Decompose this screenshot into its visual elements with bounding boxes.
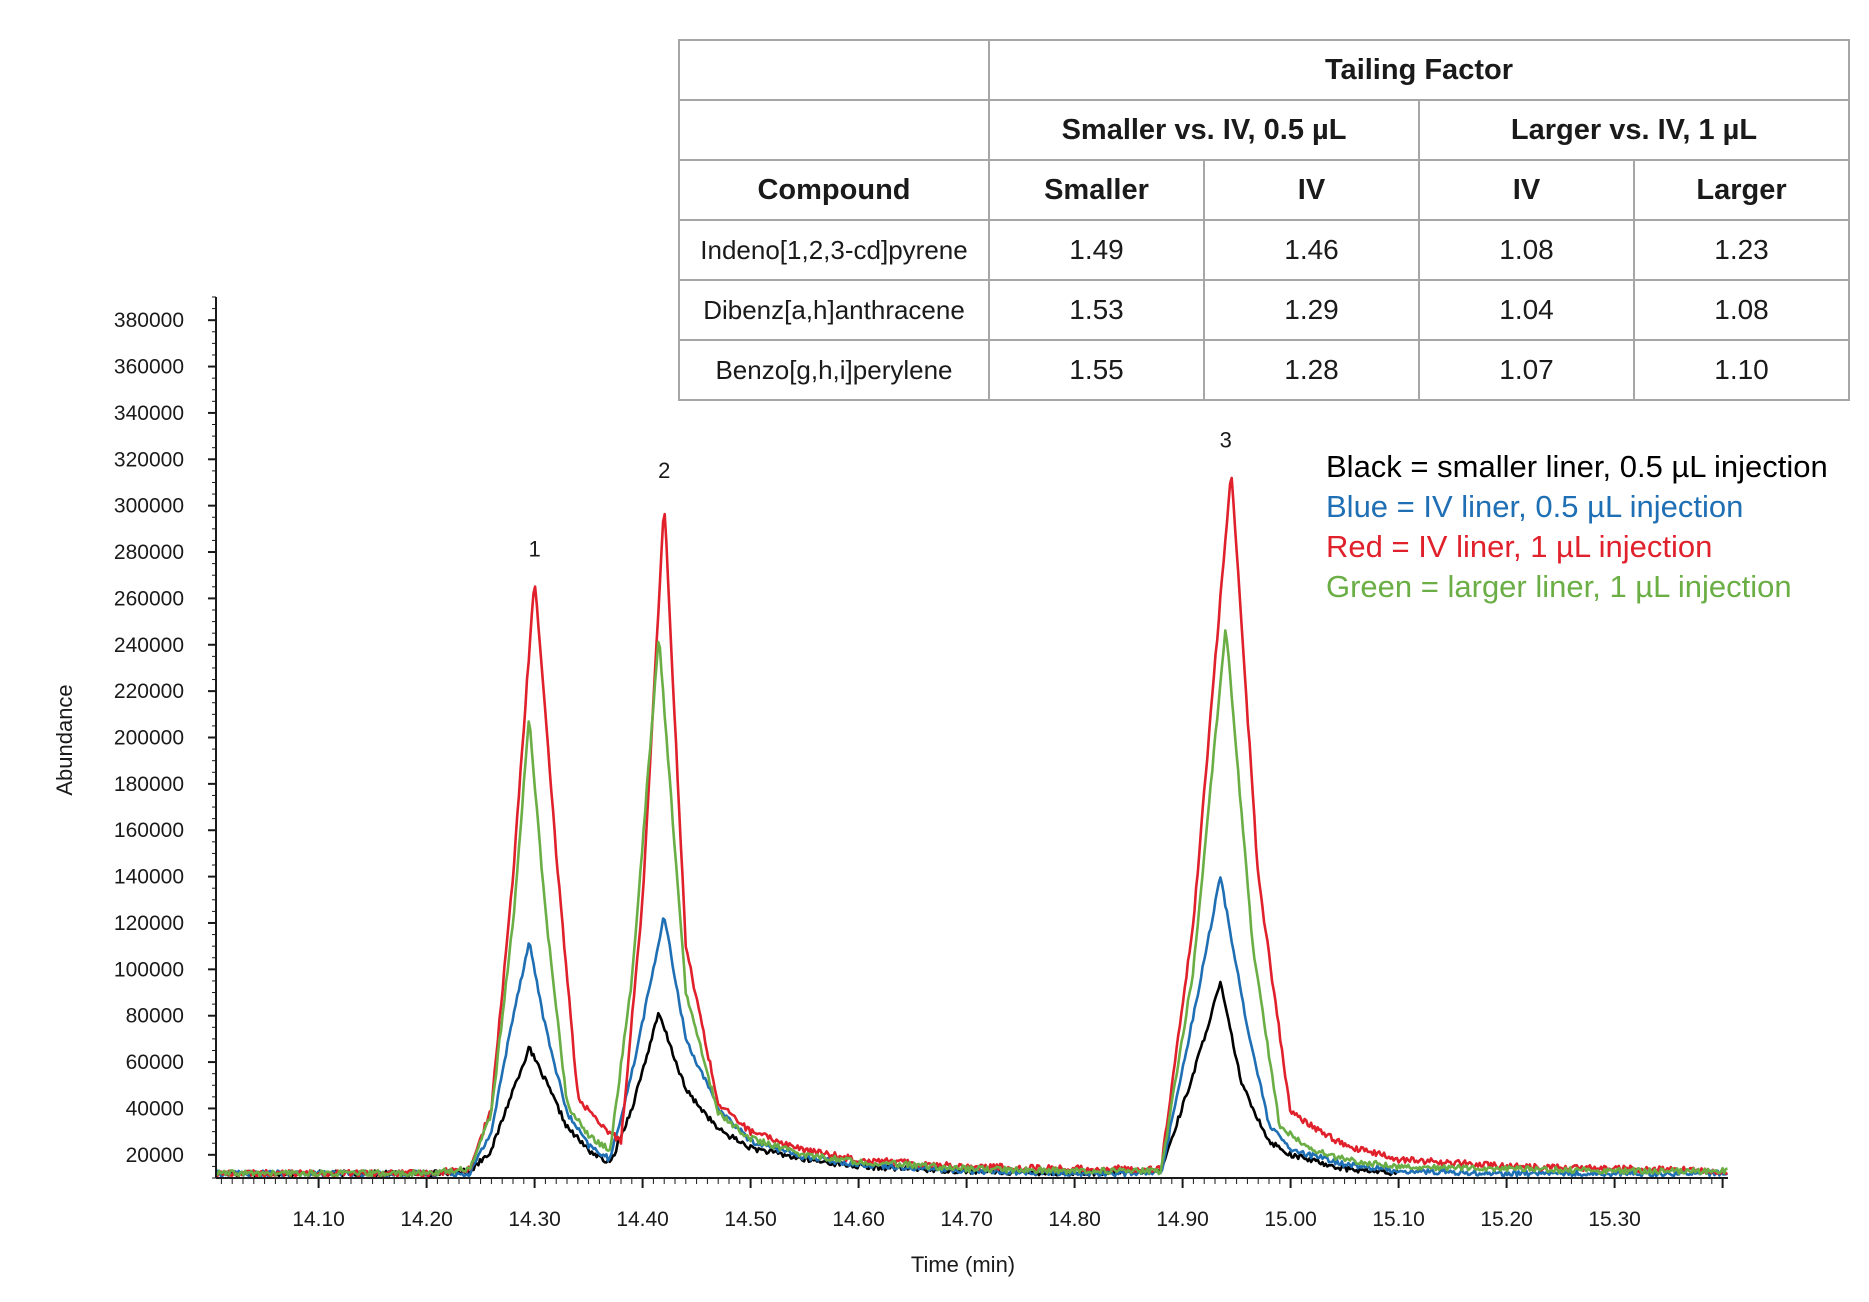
table-header-row-2: Smaller vs. IV, 0.5 µL Larger vs. IV, 1 … bbox=[678, 99, 1850, 161]
column-header: Smaller bbox=[988, 159, 1205, 221]
y-tick-label: 300000 bbox=[114, 495, 184, 518]
column-header: IV bbox=[1203, 159, 1420, 221]
y-tick-label: 20000 bbox=[126, 1144, 184, 1167]
peak-label: 2 bbox=[658, 458, 670, 483]
value-cell: 1.04 bbox=[1418, 279, 1635, 341]
value-cell: 1.23 bbox=[1633, 219, 1850, 281]
table-header-row-3: Compound Smaller IV IV Larger bbox=[678, 159, 1850, 221]
column-header: Larger bbox=[1633, 159, 1850, 221]
subgroup-header: Larger vs. IV, 1 µL bbox=[1418, 99, 1850, 161]
series-line bbox=[214, 980, 1400, 1178]
y-tick-label: 240000 bbox=[114, 634, 184, 657]
legend-entry: Green = larger liner, 1 µL injection bbox=[1326, 569, 1792, 604]
x-tick-label: 14.80 bbox=[1048, 1208, 1101, 1231]
y-tick-label: 100000 bbox=[114, 958, 184, 981]
value-cell: 1.10 bbox=[1633, 339, 1850, 401]
column-header: IV bbox=[1418, 159, 1635, 221]
table-row: Indeno[1,2,3-cd]pyrene 1.49 1.46 1.08 1.… bbox=[678, 219, 1850, 281]
peak-label: 3 bbox=[1220, 428, 1232, 453]
y-tick-label: 180000 bbox=[114, 773, 184, 796]
x-tick-label: 14.10 bbox=[292, 1208, 345, 1231]
x-tick-label: 14.20 bbox=[400, 1208, 453, 1231]
value-cell: 1.55 bbox=[988, 339, 1205, 401]
x-tick-label: 14.70 bbox=[940, 1208, 993, 1231]
subgroup-header: Smaller vs. IV, 0.5 µL bbox=[988, 99, 1420, 161]
x-tick-label: 14.40 bbox=[616, 1208, 669, 1231]
legend-entry: Red = IV liner, 1 µL injection bbox=[1326, 529, 1712, 564]
value-cell: 1.28 bbox=[1203, 339, 1420, 401]
y-tick-label: 120000 bbox=[114, 912, 184, 935]
legend-entry: Blue = IV liner, 0.5 µL injection bbox=[1326, 489, 1743, 524]
table-header-row-1: Tailing Factor bbox=[678, 39, 1850, 101]
value-cell: 1.08 bbox=[1418, 219, 1635, 281]
value-cell: 1.46 bbox=[1203, 219, 1420, 281]
y-axis-title: Abundance bbox=[52, 684, 77, 795]
x-tick-label: 14.60 bbox=[832, 1208, 885, 1231]
x-tick-label: 15.30 bbox=[1588, 1208, 1641, 1231]
y-tick-label: 60000 bbox=[126, 1051, 184, 1074]
peak-label: 1 bbox=[528, 537, 540, 562]
series-line bbox=[215, 629, 1728, 1178]
tailing-factor-table: Tailing Factor Smaller vs. IV, 0.5 µL La… bbox=[678, 39, 1850, 401]
value-cell: 1.29 bbox=[1203, 279, 1420, 341]
y-tick-label: 140000 bbox=[114, 866, 184, 889]
x-tick-label: 14.50 bbox=[724, 1208, 777, 1231]
value-cell: 1.07 bbox=[1418, 339, 1635, 401]
x-tick-label: 14.90 bbox=[1156, 1208, 1209, 1231]
table-row: Dibenz[a,h]anthracene 1.53 1.29 1.04 1.0… bbox=[678, 279, 1850, 341]
x-tick-label: 15.00 bbox=[1264, 1208, 1317, 1231]
table-corner-cell bbox=[678, 99, 990, 161]
table-row: Benzo[g,h,i]perylene 1.55 1.28 1.07 1.10 bbox=[678, 339, 1850, 401]
group-header: Tailing Factor bbox=[988, 39, 1850, 101]
compound-cell: Indeno[1,2,3-cd]pyrene bbox=[678, 219, 990, 281]
y-tick-label: 160000 bbox=[114, 819, 184, 842]
y-tick-label: 220000 bbox=[114, 680, 184, 703]
y-tick-label: 260000 bbox=[114, 587, 184, 610]
column-header: Compound bbox=[678, 159, 990, 221]
compound-cell: Benzo[g,h,i]perylene bbox=[678, 339, 990, 401]
x-ticks: 14.10 14.20 14.30 14.40 14.50 14.60 14.70 14.80… bbox=[220, 1178, 1724, 1231]
x-tick-label: 15.10 bbox=[1372, 1208, 1425, 1231]
series-line bbox=[214, 876, 1728, 1178]
value-cell: 1.49 bbox=[988, 219, 1205, 281]
table-corner-cell bbox=[678, 39, 990, 101]
y-tick-label: 280000 bbox=[114, 541, 184, 564]
y-tick-label: 80000 bbox=[126, 1005, 184, 1028]
legend-entry: Black = smaller liner, 0.5 µL injection bbox=[1326, 449, 1828, 484]
y-tick-label: 40000 bbox=[126, 1097, 184, 1120]
x-tick-label: 15.20 bbox=[1480, 1208, 1533, 1231]
y-tick-label: 380000 bbox=[114, 309, 184, 332]
y-tick-label: 200000 bbox=[114, 727, 184, 750]
legend: Black = smaller liner, 0.5 µL injection B… bbox=[1326, 449, 1828, 604]
y-tick-label: 320000 bbox=[114, 448, 184, 471]
axes bbox=[215, 297, 1728, 1179]
value-cell: 1.53 bbox=[988, 279, 1205, 341]
x-axis-title: Time (min) bbox=[911, 1252, 1015, 1277]
compound-cell: Dibenz[a,h]anthracene bbox=[678, 279, 990, 341]
peak-labels: 1 2 3 bbox=[528, 428, 1231, 562]
y-tick-label: 360000 bbox=[114, 356, 184, 379]
x-tick-label: 14.30 bbox=[508, 1208, 561, 1231]
y-tick-label: 340000 bbox=[114, 402, 184, 425]
y-ticks: 20000 40000 60000 80000 100000 120000 140000 16… bbox=[114, 296, 216, 1179]
series-layer bbox=[214, 476, 1728, 1178]
value-cell: 1.08 bbox=[1633, 279, 1850, 341]
